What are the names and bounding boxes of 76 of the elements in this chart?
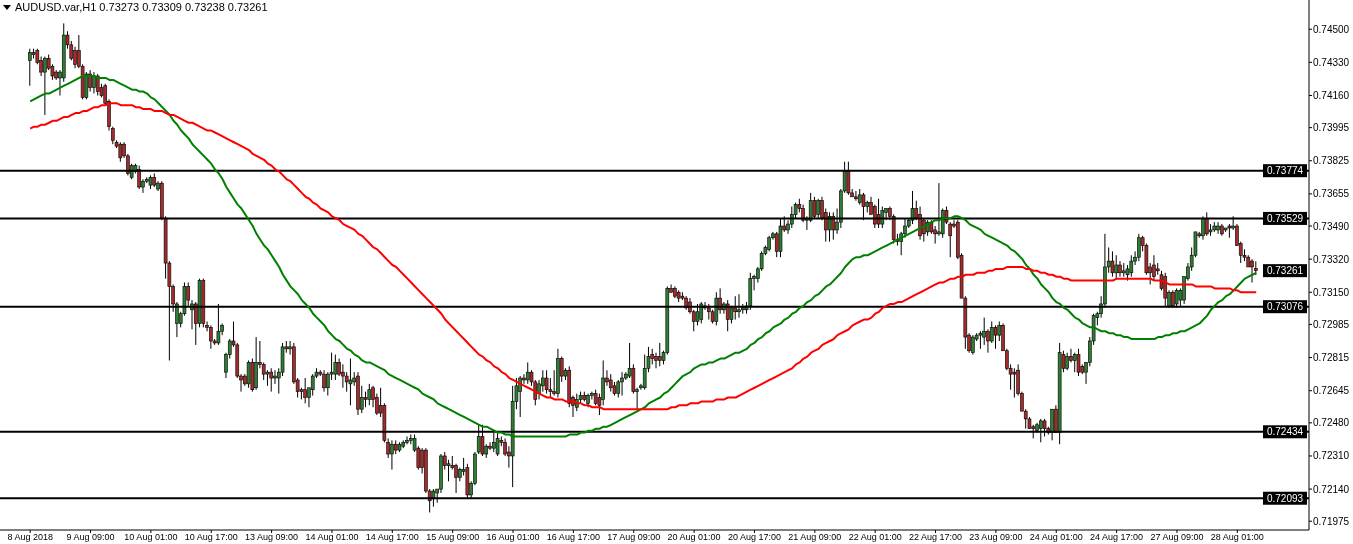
candlestick (657, 342, 662, 367)
ref-line-label: 0.73529 (1266, 212, 1304, 224)
ref-line-label: 0.73076 (1266, 301, 1304, 313)
y-tick-label: 0.73490 (1313, 220, 1350, 232)
x-tick-label: 22 Aug 01:00 (848, 532, 902, 543)
candlestick (1152, 254, 1156, 282)
x-tick-label: 20 Aug 17:00 (727, 532, 781, 543)
candlestick (269, 367, 274, 393)
candlestick (620, 371, 624, 397)
y-tick-label: 0.72310 (1313, 450, 1350, 462)
x-tick-label: 28 Aug 01:00 (1210, 532, 1264, 543)
candlestick (322, 369, 326, 393)
candlestick (854, 190, 858, 202)
candlestick (488, 441, 492, 451)
y-tick-label: 0.73320 (1313, 253, 1350, 265)
x-tick-label: 17 Aug 09:00 (607, 532, 661, 543)
y-tick-label: 0.72815 (1313, 352, 1350, 364)
candlestick (518, 375, 522, 418)
x-tick-label: 15 Aug 09:00 (426, 532, 480, 543)
y-tick-label: 0.72645 (1313, 385, 1350, 397)
candlestick (27, 48, 32, 87)
candlestick (209, 324, 213, 350)
x-tick-label: 16 Aug 17:00 (546, 532, 600, 543)
line-series (29, 74, 1258, 438)
y-tick-label: 0.73655 (1313, 188, 1350, 200)
chart-title: AUDUSD.var,H1 0.73273 0.73309 0.73238 0.73261 (15, 1, 268, 14)
x-tick-label: 27 Aug 09:00 (1150, 532, 1204, 543)
candlestick (43, 56, 47, 116)
x-tick-label: 14 Aug 01:00 (305, 532, 359, 543)
candlestick (1129, 254, 1134, 278)
candlestick (405, 435, 409, 445)
candlestick (273, 369, 277, 385)
x-tick-label: 9 Aug 09:00 (66, 532, 115, 543)
ref-line-label: 0.72093 (1266, 492, 1304, 504)
y-tick-label: 0.74160 (1313, 89, 1350, 101)
candlestick (654, 352, 658, 369)
y-tick-label: 0.72985 (1313, 318, 1350, 330)
candlestick (341, 363, 345, 389)
ref-line-label: 0.73774 (1266, 165, 1304, 177)
candlestick (982, 317, 986, 346)
x-tick-label: 24 Aug 17:00 (1090, 532, 1144, 543)
y-tick-label: 0.74500 (1313, 23, 1350, 35)
candlestick (1012, 367, 1017, 398)
x-tick-label: 23 Aug 09:00 (969, 532, 1023, 543)
x-tick-label: 22 Aug 17:00 (909, 532, 963, 543)
candlestick (446, 459, 451, 482)
line-series (29, 102, 1258, 411)
y-tick-label: 0.72140 (1313, 483, 1350, 495)
candlestick (1137, 233, 1141, 262)
y-tick-label: 0.71975 (1313, 515, 1350, 527)
x-tick-label: 24 Aug 01:00 (1029, 532, 1083, 543)
candlestick (390, 439, 394, 471)
x-tick-label: 16 Aug 01:00 (486, 532, 540, 543)
candlestick (993, 324, 998, 350)
x-tick-label: 10 Aug 01:00 (124, 532, 178, 543)
x-tick-label: 21 Aug 09:00 (788, 532, 842, 543)
x-tick-label: 8 Aug 2018 (7, 532, 53, 543)
candlestick (1250, 258, 1254, 284)
candlestick (1072, 352, 1077, 373)
y-tick-label: 0.73825 (1313, 155, 1350, 167)
candlestick (1216, 221, 1220, 235)
y-tick-label: 0.72480 (1313, 417, 1350, 429)
y-tick-label: 0.73995 (1313, 122, 1350, 134)
ref-line-label: 0.72434 (1266, 426, 1304, 438)
text: 0.73261 (1266, 265, 1304, 277)
y-tick-label: 0.73150 (1313, 286, 1350, 298)
candlestick (92, 71, 96, 95)
candlestick (544, 369, 549, 395)
candlestick (1110, 250, 1115, 278)
candlestick (971, 334, 975, 356)
x-tick-label: 10 Aug 17:00 (184, 532, 238, 543)
candlestick (303, 377, 307, 404)
x-tick-label: 14 Aug 17:00 (365, 532, 419, 543)
y-tick-label: 0.74330 (1313, 56, 1350, 68)
x-tick-label: 20 Aug 01:00 (667, 532, 721, 543)
x-tick-label: 13 Aug 09:00 (245, 532, 299, 543)
